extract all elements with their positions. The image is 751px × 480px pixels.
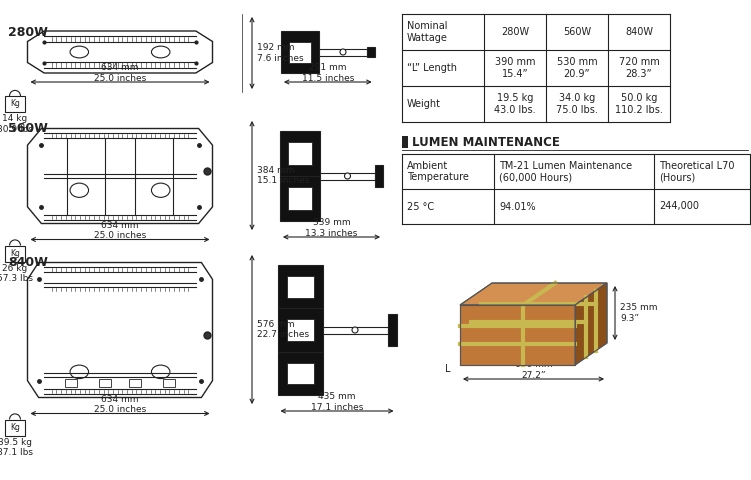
Bar [129,379,141,387]
Text: 840W: 840W [625,27,653,37]
Bar [388,314,397,346]
Text: 560W: 560W [563,27,591,37]
Text: 720 mm
28.3”: 720 mm 28.3” [619,57,659,79]
Bar [288,142,312,165]
Text: 280W: 280W [501,27,529,37]
Bar [5,245,25,262]
Bar [65,379,77,387]
Text: 25 °C: 25 °C [407,202,434,212]
Text: 634 mm
25.0 inches: 634 mm 25.0 inches [94,63,146,83]
Text: 94.01%: 94.01% [499,202,535,212]
Bar [288,187,312,210]
Text: 291 mm
11.5 inches: 291 mm 11.5 inches [302,63,354,83]
Circle shape [340,49,346,55]
Text: L: L [445,364,451,374]
Text: 435 mm
17.1 inches: 435 mm 17.1 inches [311,392,363,412]
Bar [320,172,375,180]
Circle shape [352,327,358,333]
Bar [5,420,25,435]
Bar [322,326,388,334]
Bar [402,136,408,148]
Bar [99,379,111,387]
Polygon shape [575,283,607,365]
Text: 339 mm
13.3 inches: 339 mm 13.3 inches [306,218,357,238]
Text: 390 mm
15.4”: 390 mm 15.4” [495,57,535,79]
Text: 634 mm
25.0 inches: 634 mm 25.0 inches [94,221,146,240]
Text: 280W: 280W [8,26,48,39]
Bar [367,47,375,57]
Bar [375,165,383,187]
Text: 634 mm
25.0 inches: 634 mm 25.0 inches [94,395,146,414]
Bar [280,176,320,221]
Polygon shape [460,305,575,365]
Circle shape [345,173,351,179]
Text: TM-21 Lumen Maintenance
(60,000 Hours): TM-21 Lumen Maintenance (60,000 Hours) [499,161,632,182]
Text: 34.0 kg
75.0 lbs.: 34.0 kg 75.0 lbs. [556,93,598,115]
Bar [278,308,322,352]
Text: 530 mm
20.9”: 530 mm 20.9” [556,57,597,79]
Text: 690 mm
27.2”: 690 mm 27.2” [514,360,552,380]
Text: 19.5 kg
43.0 lbs.: 19.5 kg 43.0 lbs. [494,93,535,115]
Text: 576 mm
22.7 inches: 576 mm 22.7 inches [257,320,309,339]
Text: 384 mm
15.1 inches: 384 mm 15.1 inches [257,166,309,185]
Bar [280,131,320,176]
Text: 50.0 kg
110.2 lbs.: 50.0 kg 110.2 lbs. [615,93,663,115]
Text: 14 kg
30.9 lbs: 14 kg 30.9 lbs [0,114,33,134]
Bar [288,41,312,62]
Bar [286,276,313,298]
Bar [286,319,313,341]
Polygon shape [460,283,607,305]
Bar [286,362,313,384]
Text: Kg: Kg [10,99,20,108]
Text: 39.5 kg
87.1 lbs: 39.5 kg 87.1 lbs [0,438,33,457]
Bar [278,265,322,308]
Bar [319,48,367,56]
Text: 192 mm
7.6 inches: 192 mm 7.6 inches [257,43,303,63]
Text: 560W: 560W [8,122,48,135]
Bar [5,96,25,112]
Text: Ambient
Temperature: Ambient Temperature [407,161,469,182]
Text: 26 kg
57.3 lbs: 26 kg 57.3 lbs [0,264,33,283]
Text: LUMEN MAINTENANCE: LUMEN MAINTENANCE [412,135,560,148]
Bar [278,352,322,395]
Text: “L” Length: “L” Length [407,63,457,73]
Text: Nominal
Wattage: Nominal Wattage [407,21,448,43]
Text: 244,000: 244,000 [659,202,699,212]
Bar [162,379,174,387]
Text: 235 mm
9.3”: 235 mm 9.3” [620,303,657,323]
Text: Weight: Weight [407,99,441,109]
Bar [281,31,319,73]
Text: Kg: Kg [10,423,20,432]
Text: Theoretical L70
(Hours): Theoretical L70 (Hours) [659,161,734,182]
Text: Kg: Kg [10,249,20,258]
Text: 840W: 840W [8,256,48,269]
